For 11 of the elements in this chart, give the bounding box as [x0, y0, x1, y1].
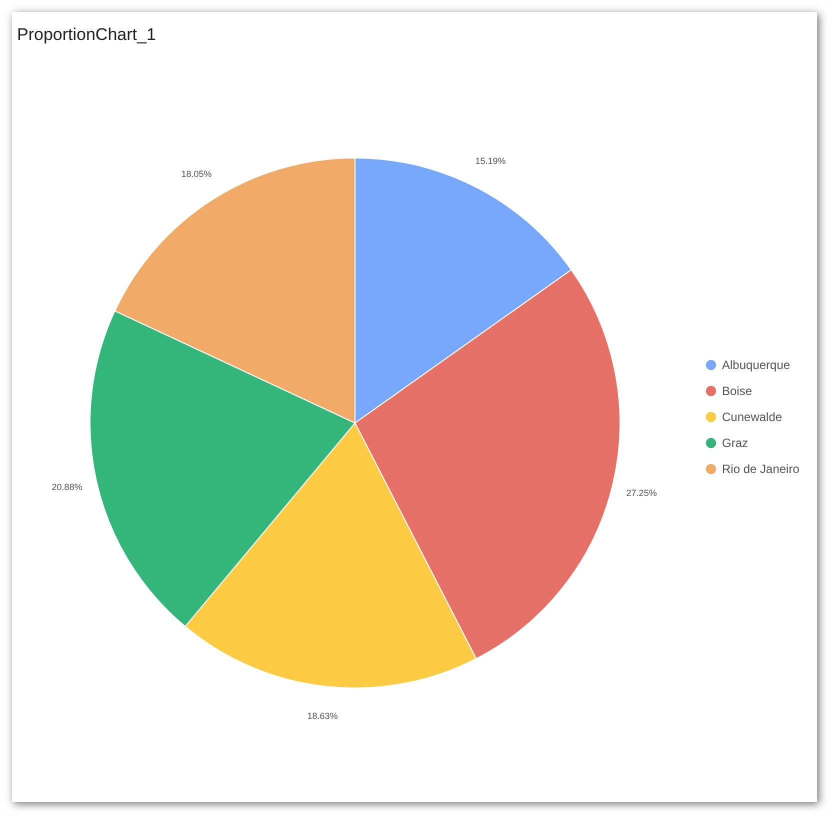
- legend-label: Cunewalde: [722, 410, 782, 424]
- legend-label: Graz: [722, 436, 748, 450]
- legend-label: Boise: [722, 384, 752, 398]
- data-label: 20.88%: [52, 482, 82, 492]
- data-label: 18.05%: [181, 169, 212, 180]
- legend-label: Albuquerque: [722, 358, 790, 372]
- data-label: 15.19%: [475, 156, 506, 166]
- legend-label: Rio de Janeiro: [722, 462, 800, 476]
- chart-title: ProportionChart_1: [17, 25, 156, 44]
- data-label: 18.63%: [307, 711, 338, 722]
- data-label: 27.25%: [626, 488, 657, 498]
